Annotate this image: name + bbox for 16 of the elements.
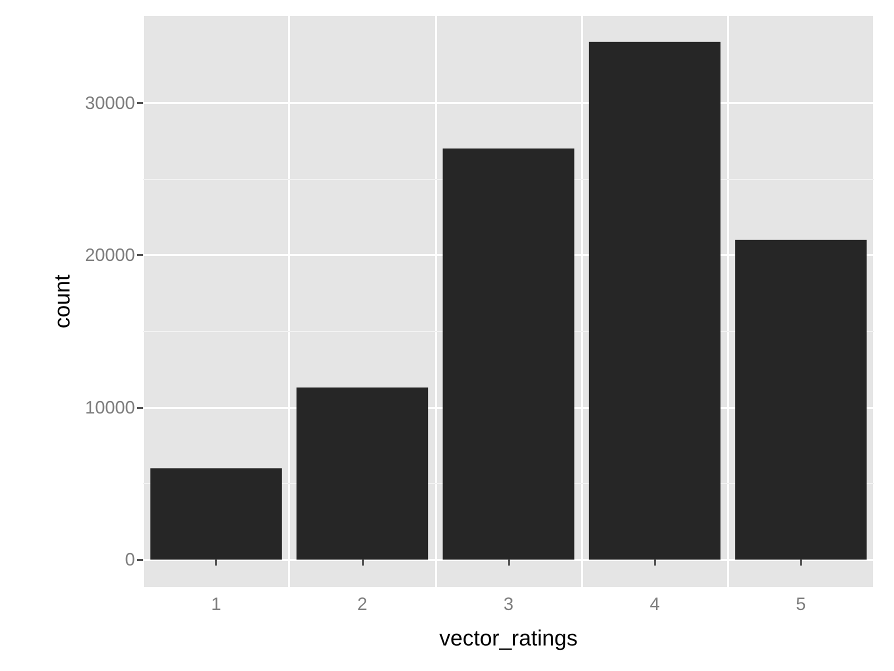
x-tick-label: 2 [357,594,368,614]
bar [296,388,428,560]
x-tick-label: 4 [650,594,660,614]
y-tick-label: 30000 [84,92,135,113]
bar [150,468,282,560]
x-axis-title: vector_ratings [439,626,578,650]
bar [588,42,720,560]
bar [735,240,867,560]
bar [442,148,574,560]
y-tick-label: 0 [124,550,135,570]
x-tick-label: 5 [796,594,806,614]
y-tick-label: 10000 [84,397,135,418]
x-tick-label: 1 [211,594,222,614]
y-tick-label: 20000 [84,245,135,266]
y-axis-title: count [50,274,74,328]
x-tick-label: 3 [503,594,514,614]
